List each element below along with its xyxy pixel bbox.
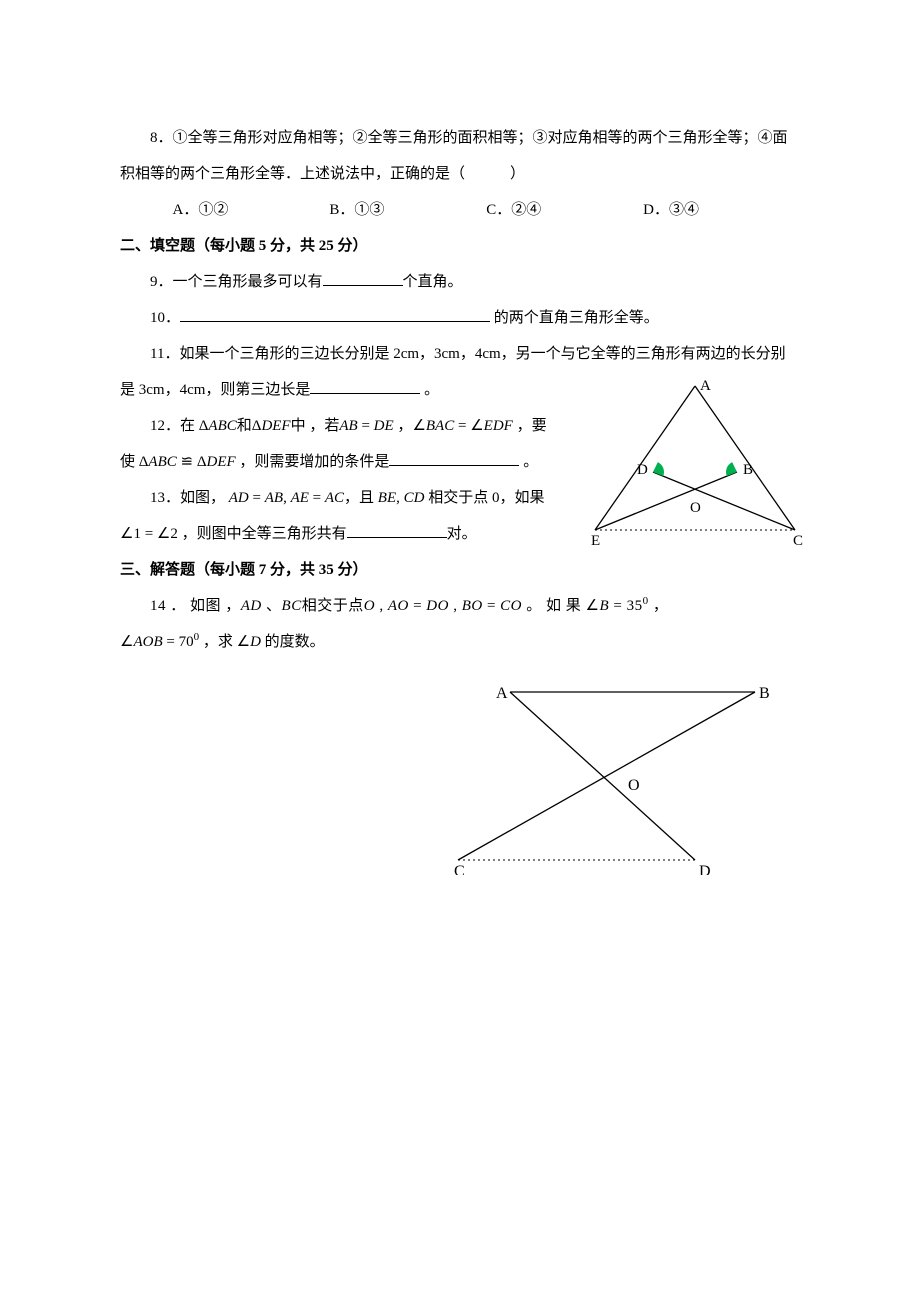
q14-l2c: 的度数。 xyxy=(261,634,325,650)
svg-text:C: C xyxy=(454,863,465,875)
q10-blank[interactable] xyxy=(180,306,490,322)
q12-tri3: Δ xyxy=(139,454,149,470)
q14-ad: AD xyxy=(241,598,262,614)
svg-text:O: O xyxy=(690,500,701,516)
q14-cm1: ， xyxy=(649,598,669,614)
q13-a: 13．如图， xyxy=(150,490,229,506)
q12-def1: DEF xyxy=(261,418,290,434)
q8-opt-c: C．②④ xyxy=(486,192,643,228)
svg-text:B: B xyxy=(759,685,770,702)
q13-figure: A E C D B O xyxy=(585,378,810,548)
q14-c: 。 如 果 xyxy=(522,598,586,614)
q12-mid: 中 ，若 xyxy=(291,418,340,434)
q14-dot: 、 xyxy=(262,598,282,614)
q14-l2b: ，求 xyxy=(199,634,237,650)
q14-D: D xyxy=(250,634,261,650)
svg-text:A: A xyxy=(700,378,711,394)
q9-blank[interactable] xyxy=(323,270,403,286)
q10-a: 10． xyxy=(150,310,180,326)
section-2-heading: 二、填空题（每小题 5 分，共 25 分） xyxy=(120,228,800,264)
q14-ang2: ∠ xyxy=(120,634,133,650)
q14-bc: BC xyxy=(282,598,302,614)
q12-ang2: ∠ xyxy=(470,418,483,434)
q8-options: A．①② B．①③ C．②④ D．③④ xyxy=(173,192,801,228)
q14-line1: 14 ． 如图 ，AD 、BC相交于点O , AO = DO , BO = CO… xyxy=(120,588,800,624)
q10: 10． 的两个直角三角形全等。 xyxy=(120,300,800,336)
q12-ang1: ∠ xyxy=(412,418,425,434)
q10-b: 的两个直角三角形全等。 xyxy=(490,310,659,326)
q12-abc2: ABC xyxy=(148,454,176,470)
q12-q13-block: 12．在 ΔABC和ΔDEF中 ，若AB = DE ，∠BAC = ∠EDF ，… xyxy=(120,408,800,588)
section-3-heading: 三、解答题（每小题 7 分，共 35 分） xyxy=(120,552,800,588)
svg-text:O: O xyxy=(628,777,640,794)
svg-text:C: C xyxy=(793,533,803,548)
svg-text:E: E xyxy=(591,533,600,548)
q11-blank[interactable] xyxy=(310,378,420,394)
q14-o1: O xyxy=(364,598,375,614)
svg-text:B: B xyxy=(743,462,753,478)
q12-a: 12．在 xyxy=(150,418,199,434)
q12-cong: ≌ xyxy=(177,454,197,470)
q12-eq1: = xyxy=(358,418,374,434)
q12-eq2: = xyxy=(454,418,470,434)
q12-tri4: Δ xyxy=(197,454,207,470)
q12-l2a: 使 xyxy=(120,454,139,470)
q12-ab: AB xyxy=(339,418,357,434)
q13-cd: CD xyxy=(404,490,425,506)
q14-co: CO xyxy=(500,598,522,614)
q13-be: BE xyxy=(378,490,396,506)
q13-eq1: = xyxy=(249,490,265,506)
q9-a: 9．一个三角形最多可以有 xyxy=(150,274,323,290)
q12-end: 。 xyxy=(519,454,538,470)
q8-opt-b: B．①③ xyxy=(329,192,486,228)
q14-figure: A B C D O xyxy=(450,680,800,875)
q13-l2b: ，则图中全等三角形共有 xyxy=(178,526,347,542)
svg-text:D: D xyxy=(699,863,711,875)
q13-c: 相交于点 0，如果 xyxy=(424,490,544,506)
q14-do: DO xyxy=(426,598,449,614)
q13-end: 对。 xyxy=(447,526,477,542)
q14-bo: BO xyxy=(462,598,483,614)
q14-eq2: = xyxy=(483,598,500,614)
q14-B: B xyxy=(599,598,609,614)
q14-eq1: = xyxy=(409,598,426,614)
q12-edf: EDF xyxy=(484,418,513,434)
q13-ae: AE xyxy=(291,490,309,506)
q12-tri1: Δ xyxy=(199,418,209,434)
q12-abc1: ABC xyxy=(208,418,236,434)
svg-text:D: D xyxy=(637,462,648,478)
q12-and: 和 xyxy=(237,418,252,434)
q14-35: = 35 xyxy=(609,598,642,614)
q13-l2a: ∠1 = ∠2 xyxy=(120,526,178,542)
q8-text: 8．①全等三角形对应角相等；②全等三角形的面积相等；③对应角相等的两个三角形全等… xyxy=(120,120,800,192)
q8-opt-a: A．①② xyxy=(173,192,330,228)
q13-b: ，且 xyxy=(344,490,378,506)
q12-tail: ，要 xyxy=(513,418,547,434)
q13-eq2: = xyxy=(309,490,325,506)
q14-ao: AO xyxy=(388,598,409,614)
q14-70: = 70 xyxy=(163,634,194,650)
q14-aob: AOB xyxy=(133,634,162,650)
q12-c1: ， xyxy=(394,418,413,434)
q14-angb: ∠ xyxy=(586,598,600,614)
q9-b: 个直角。 xyxy=(403,274,463,290)
svg-text:A: A xyxy=(496,685,508,702)
q13-ab: AB xyxy=(265,490,283,506)
q14-b: 相交于点 xyxy=(302,598,364,614)
q12-l2b: ，则需要增加的条件是 xyxy=(236,454,390,470)
q9: 9．一个三角形最多可以有 个直角。 xyxy=(120,264,800,300)
q13-ac: AC xyxy=(325,490,344,506)
q12-tri2: Δ xyxy=(252,418,262,434)
q11-end: 。 xyxy=(420,382,439,398)
q12-de: DE xyxy=(374,418,394,434)
q13-ad: AD xyxy=(229,490,249,506)
q8-opt-d: D．③④ xyxy=(643,192,800,228)
q14-line2: ∠AOB = 700 ，求 ∠D 的度数。 xyxy=(120,624,800,660)
q14-angd: ∠ xyxy=(237,634,250,650)
q13-blank[interactable] xyxy=(347,522,447,538)
q12-blank[interactable] xyxy=(389,450,519,466)
q12-bac: BAC xyxy=(426,418,454,434)
q14-a: 14 ． 如图 ， xyxy=(150,598,241,614)
q12-def2: DEF xyxy=(207,454,236,470)
